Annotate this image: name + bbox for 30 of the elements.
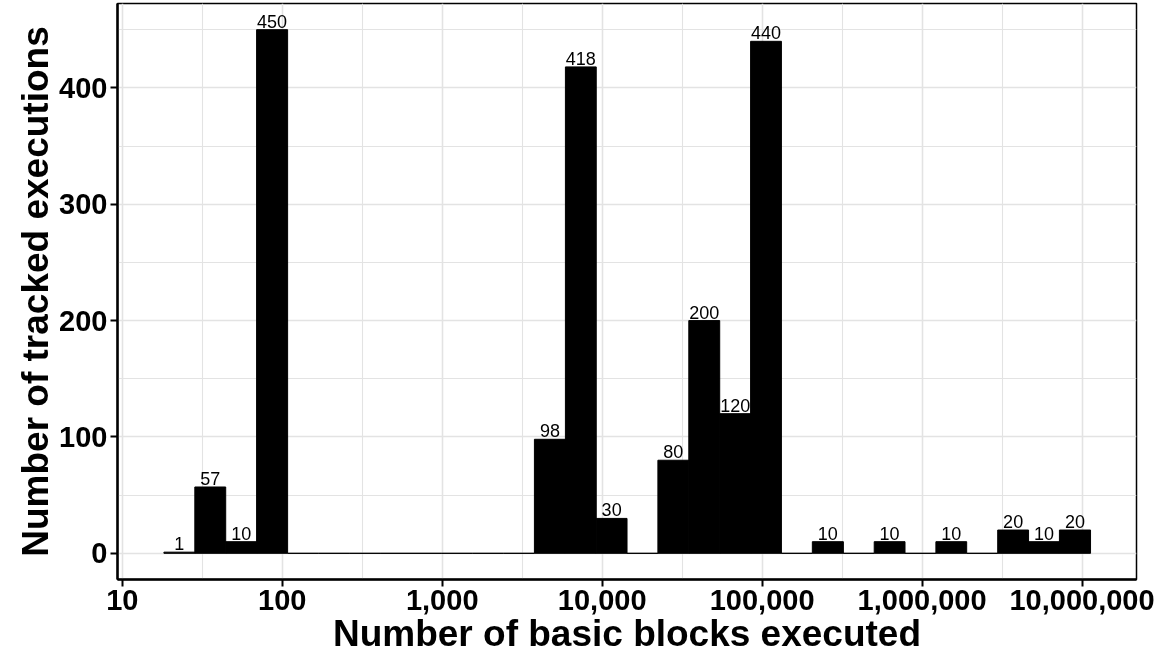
data-label: 10 bbox=[941, 523, 962, 544]
y-tick-label: 200 bbox=[59, 304, 108, 337]
data-label: 80 bbox=[663, 442, 684, 463]
data-label: 450 bbox=[257, 11, 288, 32]
x-tick-label: 100 bbox=[258, 583, 307, 616]
data-label: 10 bbox=[231, 523, 252, 544]
data-label: 10 bbox=[1033, 523, 1055, 544]
data-label: 440 bbox=[750, 23, 782, 44]
y-axis-title: Number of tracked executions bbox=[15, 26, 57, 557]
data-label: 57 bbox=[200, 468, 221, 489]
data-label: 10 bbox=[879, 523, 900, 544]
data-label: 20 bbox=[1064, 512, 1085, 533]
x-tick-label: 1,000 bbox=[405, 583, 479, 616]
y-tick-label: 0 bbox=[91, 537, 108, 570]
x-tick-label: 100,000 bbox=[709, 583, 815, 616]
y-tick-label: 100 bbox=[59, 420, 108, 453]
data-label: 200 bbox=[689, 302, 720, 323]
data-label: 1 bbox=[174, 534, 185, 555]
y-tick-label: 400 bbox=[59, 71, 108, 104]
data-label: 30 bbox=[601, 500, 622, 521]
x-tick-label: 10,000,000 bbox=[1009, 583, 1155, 616]
data-label: 20 bbox=[1003, 512, 1024, 533]
y-tick-label: 300 bbox=[59, 188, 108, 221]
data-label: 418 bbox=[565, 48, 596, 69]
data-label: 98 bbox=[539, 421, 560, 442]
x-tick-label: 10 bbox=[106, 583, 139, 616]
x-tick-label: 10,000 bbox=[557, 583, 647, 616]
data-label: 120 bbox=[720, 395, 751, 416]
x-tick-label: 1,000,000 bbox=[857, 583, 987, 616]
data-label: 10 bbox=[817, 523, 838, 544]
